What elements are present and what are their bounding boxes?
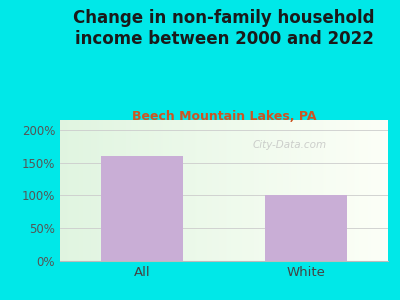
Bar <box>265 195 347 261</box>
Text: City-Data.com: City-Data.com <box>252 140 327 150</box>
Text: Beech Mountain Lakes, PA: Beech Mountain Lakes, PA <box>132 110 316 122</box>
Bar <box>101 156 183 261</box>
Text: Change in non-family household
income between 2000 and 2022: Change in non-family household income be… <box>73 9 375 48</box>
